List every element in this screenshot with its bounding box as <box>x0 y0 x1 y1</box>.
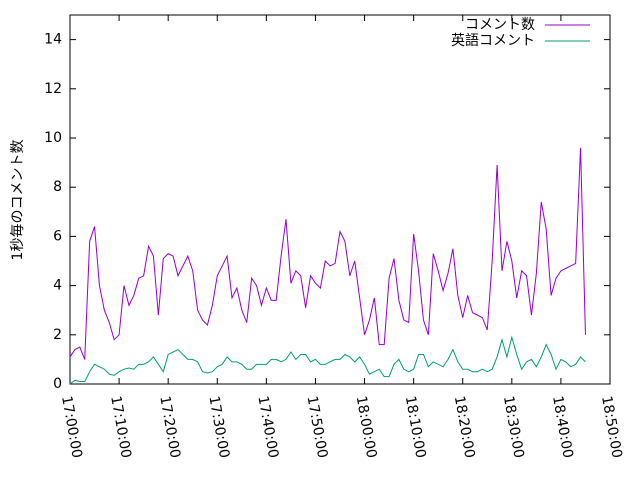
x-tick-label: 18:50:00 <box>598 395 625 460</box>
x-tick-label: 18:00:00 <box>353 395 380 460</box>
legend-label: 英語コメント <box>451 32 535 49</box>
x-tick-label: 17:10:00 <box>107 395 134 460</box>
plot-border <box>69 14 611 385</box>
series-line <box>69 335 586 385</box>
y-tick-label: 6 <box>53 228 62 244</box>
legend-label: コメント数 <box>465 17 535 33</box>
x-tick-label: 17:00:00 <box>58 395 85 460</box>
y-tick-label: 14 <box>44 32 62 48</box>
x-tick-label: 18:10:00 <box>402 395 429 460</box>
y-tick-label: 8 <box>53 179 62 195</box>
y-tick-label: 2 <box>53 327 62 343</box>
x-tick-label: 18:30:00 <box>500 395 527 460</box>
x-tick-label: 17:30:00 <box>205 395 232 460</box>
x-tick-label: 18:40:00 <box>549 395 576 460</box>
y-axis-label: 1秒毎のコメント数 <box>10 140 26 261</box>
y-tick-label: 12 <box>44 81 62 97</box>
x-tick-label: 17:40:00 <box>254 395 281 460</box>
series-line <box>69 147 586 360</box>
y-tick-label: 10 <box>44 130 62 146</box>
y-tick-label: 0 <box>53 376 62 392</box>
x-tick-label: 17:20:00 <box>156 395 183 460</box>
x-tick-label: 18:20:00 <box>451 395 478 460</box>
x-tick-label: 17:50:00 <box>304 395 331 460</box>
y-tick-label: 4 <box>53 278 62 294</box>
